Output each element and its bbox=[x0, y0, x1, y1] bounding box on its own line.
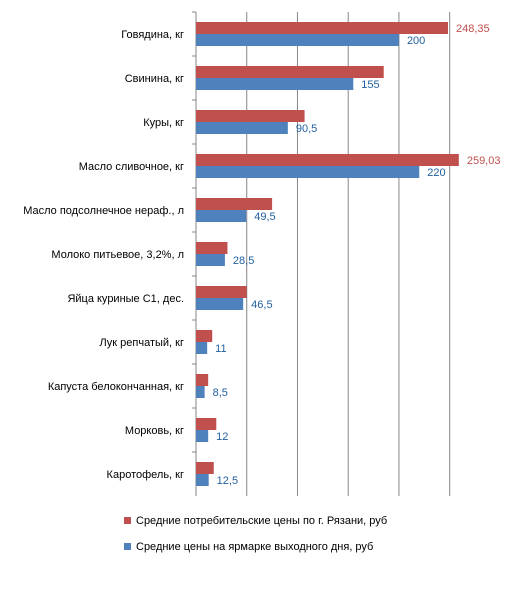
bar-rzn bbox=[196, 242, 228, 254]
category-label: Морковь, кг bbox=[125, 425, 184, 437]
bar-rzn bbox=[196, 110, 305, 122]
bar-fair bbox=[196, 474, 209, 486]
category-label: Свинина, кг bbox=[125, 73, 184, 85]
bar-fair bbox=[196, 34, 399, 46]
bar-fair bbox=[196, 210, 247, 222]
category-label: Куры, кг bbox=[143, 117, 184, 129]
category-label: Масло сливочное, кг bbox=[79, 161, 184, 173]
bar-fair bbox=[196, 166, 420, 178]
category-label: Каротофель, кг bbox=[107, 469, 184, 481]
category-label: Капуста белокончанная, кг bbox=[48, 381, 184, 393]
legend-label: Средние потребительские цены по г. Рязан… bbox=[136, 515, 387, 527]
bar-rzn bbox=[196, 198, 273, 210]
bar-rzn bbox=[196, 374, 209, 386]
data-label: 12,5 bbox=[217, 475, 238, 487]
data-label: 200 bbox=[407, 35, 425, 47]
bar-rzn bbox=[196, 462, 214, 474]
bar-fair bbox=[196, 298, 244, 310]
data-label: 28,5 bbox=[233, 255, 254, 267]
category-label: Яйца куриные С1, дес. bbox=[67, 293, 184, 305]
data-label: 49,5 bbox=[254, 211, 275, 223]
data-label: 11 bbox=[215, 343, 226, 355]
bar-fair bbox=[196, 386, 205, 398]
data-label: 90,5 bbox=[296, 123, 317, 135]
bar-rzn bbox=[196, 286, 247, 298]
data-label: 155 bbox=[361, 79, 379, 91]
bar-fair bbox=[196, 430, 209, 442]
category-label: Молоко питьевое, 3,2%, л bbox=[51, 249, 184, 261]
data-label: 259,03 bbox=[467, 155, 501, 167]
data-label: 248,35 bbox=[456, 23, 490, 35]
bar-fair bbox=[196, 254, 225, 266]
bar-fair bbox=[196, 78, 354, 90]
category-label: Говядина, кг bbox=[121, 29, 184, 41]
legend-swatch bbox=[124, 517, 131, 524]
data-label: 8,5 bbox=[213, 387, 228, 399]
category-label: Масло подсолнечное нераф., л bbox=[23, 205, 184, 217]
legend-swatch bbox=[124, 543, 131, 550]
data-label: 220 bbox=[427, 167, 445, 179]
bar-fair bbox=[196, 122, 288, 134]
bar-fair bbox=[196, 342, 208, 354]
bar-rzn bbox=[196, 418, 217, 430]
bar-rzn bbox=[196, 66, 384, 78]
bar-rzn bbox=[196, 154, 459, 166]
legend-label: Средние цены на ярмарке выходного дня, р… bbox=[136, 541, 373, 553]
data-label: 12 bbox=[216, 431, 228, 443]
bar-rzn bbox=[196, 22, 448, 34]
bar-rzn bbox=[196, 330, 213, 342]
data-label: 46,5 bbox=[251, 299, 272, 311]
category-label: Лук репчатый, кг bbox=[99, 337, 184, 349]
